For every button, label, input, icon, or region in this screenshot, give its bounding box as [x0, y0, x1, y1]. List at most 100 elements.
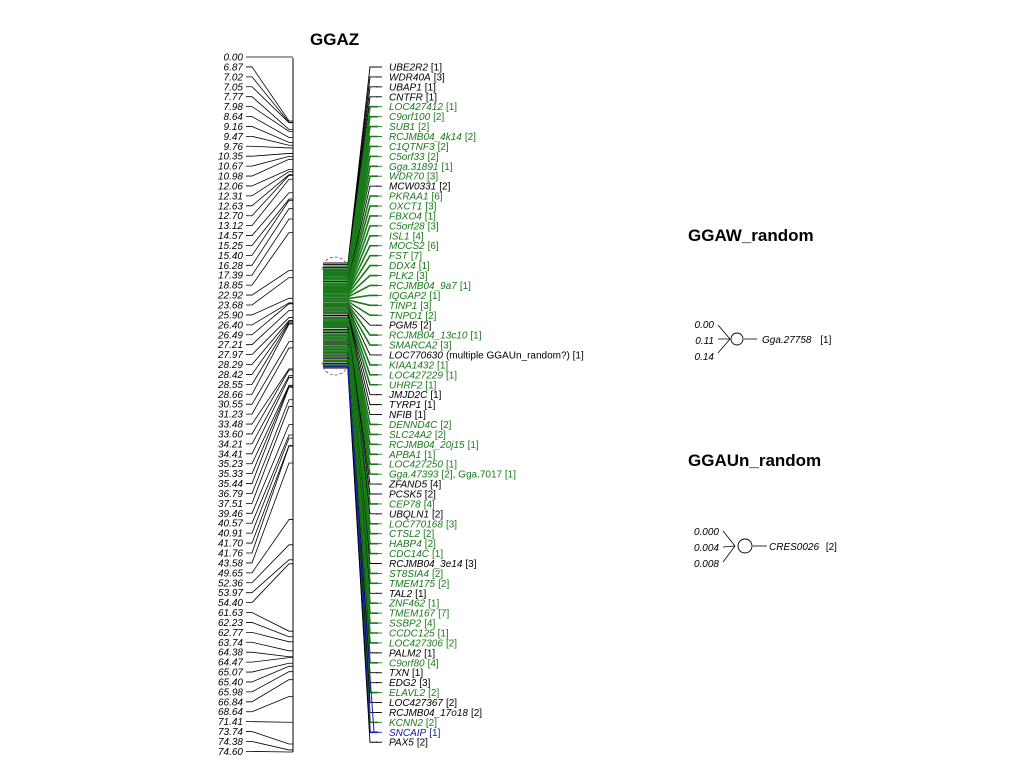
- gene-count: [4]: [430, 480, 441, 491]
- tick-line: [246, 270, 293, 296]
- gene-label: UBQLN1 [2]: [389, 509, 443, 520]
- gene-name: MOCS2: [389, 241, 425, 252]
- gene-connector: [323, 225, 378, 289]
- gene-count: [1]: [415, 589, 426, 600]
- gene-name: PALM2: [389, 648, 421, 659]
- gene-count: [3]: [425, 202, 436, 213]
- gene-name: CTSL2: [389, 529, 421, 540]
- gene-name: ZNF462: [388, 599, 426, 610]
- gene-name: UBQLN1: [389, 509, 429, 520]
- gene-label: C9orf100 [2]: [389, 112, 444, 123]
- tick-label: 27.21: [217, 340, 243, 351]
- tick-line: [246, 323, 293, 395]
- gene-name: TNPO1: [389, 311, 422, 322]
- gene-name: CNTFR: [389, 92, 423, 103]
- tick-label: 16.28: [218, 261, 243, 272]
- gene-name: UBAP1: [389, 82, 422, 93]
- gene-count: [2]: [423, 529, 434, 540]
- tick-line: [246, 86, 293, 124]
- gene-count: [2]: [438, 579, 449, 590]
- gene-label: SLC24A2 [2]: [389, 430, 446, 441]
- tick-label: 40.91: [218, 529, 243, 540]
- tick-label: 0.008: [694, 559, 719, 570]
- tick-label: 43.58: [218, 558, 243, 569]
- gene-count: [2]: [465, 132, 476, 143]
- tick-line: [246, 385, 293, 475]
- gene-name: SNCAIP: [389, 728, 427, 739]
- gene-name: WDR40A: [389, 72, 431, 83]
- gene-count: [1]: [425, 82, 436, 93]
- gene-count: [6]: [431, 192, 442, 203]
- tick-label: 64.47: [218, 658, 243, 669]
- gene-label: ST8SIA4 [2]: [389, 569, 443, 580]
- tick-line: [246, 198, 293, 246]
- gene-label: HABP4 [2]: [389, 539, 436, 550]
- tick-label: 65.40: [218, 677, 243, 688]
- gene-label: SMARCA2 [3]: [389, 341, 452, 352]
- gene-connector: [323, 323, 378, 465]
- tick-label: 8.64: [224, 112, 244, 123]
- gene-count: [1]: [446, 460, 457, 471]
- gene-connector: [323, 303, 378, 336]
- tick-line: [246, 232, 293, 286]
- tick-labels: 0.006.877.027.057.777.988.649.169.479.76…: [217, 53, 243, 758]
- tick-label: 39.46: [218, 509, 243, 520]
- tick-label: 12.31: [218, 191, 243, 202]
- gene-count: [2]: [446, 638, 457, 649]
- tick-line: [246, 696, 293, 713]
- gene-count: [4]: [413, 231, 424, 242]
- gene-label: TYRP1 [1]: [389, 400, 436, 411]
- tick-label: 9.76: [224, 142, 244, 153]
- tick-line: [246, 751, 293, 753]
- gene-connector: [323, 66, 378, 264]
- gene-label: DENND4C [2]: [389, 420, 452, 431]
- gene-count: [1]: [424, 450, 435, 461]
- tick-label: 74.60: [218, 747, 243, 758]
- gene-name: LOC770630: [389, 350, 443, 361]
- gene-count: [3]: [427, 172, 438, 183]
- gene-name: PCSK5: [389, 489, 422, 500]
- gene-label: APBA1 [1]: [388, 450, 436, 461]
- gene-label: JMJD2C [1]: [388, 390, 442, 401]
- gene-count: [1]: [425, 380, 436, 391]
- gene-connector: [323, 342, 378, 585]
- gene-name: CEP78: [389, 499, 421, 510]
- gene-count: [3]: [419, 678, 430, 689]
- gene-name: LOC770168: [389, 519, 443, 530]
- gene-label: FBXO4 [1]: [389, 211, 436, 222]
- gene-name: RCJMB04_4k14: [389, 132, 462, 143]
- gene-name: FBXO4: [389, 211, 422, 222]
- gene-name: UBE2R2: [389, 63, 428, 74]
- gene-connector: [323, 307, 378, 356]
- gene-label: CTSL2 [2]: [389, 529, 434, 540]
- gene-count: [2]: [435, 430, 446, 441]
- gene-name: LOC427229: [389, 370, 443, 381]
- gene-connector: [323, 319, 378, 436]
- tick-label: 30.55: [218, 400, 243, 411]
- gene-name: C5orf33: [389, 152, 425, 163]
- tick-line: [246, 302, 293, 326]
- tick-label: 62.77: [218, 628, 243, 639]
- gene-name: RCJMB04_13c10: [389, 331, 468, 342]
- gene-label: UHRF2 [1]: [389, 380, 437, 391]
- tick-line: [246, 631, 293, 643]
- gene-label: ISL1 [4]: [389, 231, 424, 242]
- gene-count: [4]: [424, 499, 435, 510]
- gene-label: Gga.47393 [2], Gga.7017 [1]: [389, 470, 516, 481]
- gene-label: TNPO1 [2]: [389, 311, 437, 322]
- gene-name: ZFAND5: [388, 480, 428, 491]
- gene-ticks: [376, 66, 382, 743]
- tick-line: [246, 406, 293, 504]
- gene-label: CCDC125 [1]: [389, 629, 449, 640]
- gene-count: [7]: [438, 609, 449, 620]
- tick-label: 10.35: [218, 152, 243, 163]
- gene-count: [6]: [428, 241, 439, 252]
- gene-label: Gga.31891 [1]: [389, 162, 453, 173]
- tick-line: [246, 168, 293, 187]
- gene-connector: [323, 327, 378, 485]
- tick-label: 35.44: [218, 479, 243, 490]
- tick-label: 74.38: [218, 737, 243, 748]
- gene-count: [3]: [465, 559, 476, 570]
- tick-label: 0.000: [694, 527, 719, 538]
- tick-line: [246, 158, 293, 177]
